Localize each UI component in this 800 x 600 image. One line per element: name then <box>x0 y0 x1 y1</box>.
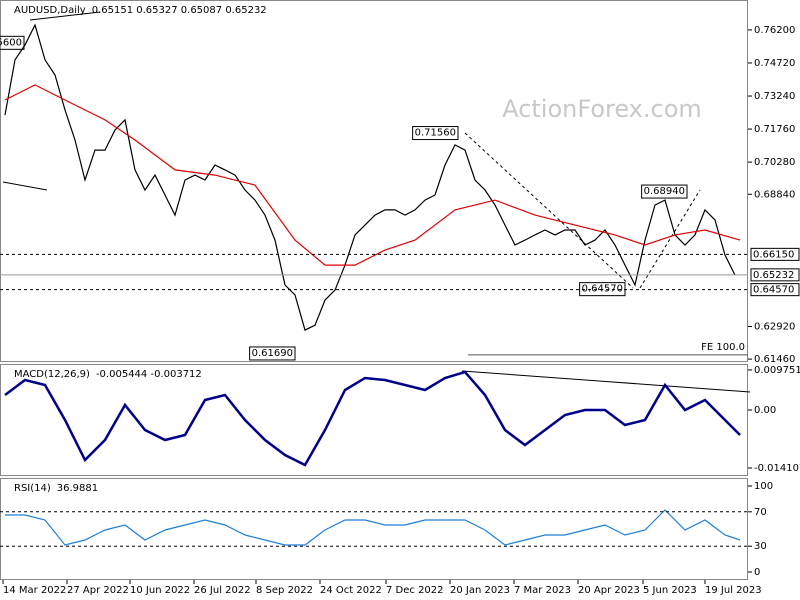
y-tick-label: 0.009751 <box>754 365 800 376</box>
series-line <box>4 84 741 266</box>
panel-values: -0.005444 -0.003712 <box>96 369 202 380</box>
y-tick-label: 0.76200 <box>754 25 795 36</box>
annotation-label: 0.75600 <box>0 37 22 48</box>
y-tick-label: 30 <box>754 541 767 552</box>
annotation-box <box>249 346 296 361</box>
panel-title: RSI(14) <box>14 483 51 494</box>
x-tick-label: 19 Jul 2023 <box>705 585 762 596</box>
y-tick-label: 100 <box>754 481 773 492</box>
x-tick-label: 8 Sep 2022 <box>256 585 313 596</box>
y-tick-label: 0.62920 <box>754 321 795 332</box>
panel-values: 0.65151 0.65327 0.65087 0.65232 <box>92 5 267 16</box>
panel-header: AUDUSD,Daily 0.65151 0.65327 0.65087 0.65… <box>14 5 267 16</box>
y-tick-label: 70 <box>754 507 767 518</box>
series-line <box>5 509 741 546</box>
panel-header: RSI(14) 36.9881 <box>14 483 98 494</box>
x-tick-label: 7 Mar 2023 <box>514 585 571 596</box>
level-label-box <box>750 247 800 261</box>
level-label-box <box>750 268 800 282</box>
x-tick-label: 20 Jan 2023 <box>450 585 510 596</box>
annotation-box <box>0 35 25 50</box>
x-tick-label: 10 Jun 2022 <box>130 585 190 596</box>
level-label: 0.65232 <box>753 270 794 281</box>
annotation-label: 0.61690 <box>252 348 293 359</box>
y-tick-label: 0.70280 <box>754 157 795 168</box>
trend-lines <box>2 11 751 393</box>
panel-header: MACD(12,26,9) -0.005444 -0.003712 <box>14 369 202 380</box>
panel-title: MACD(12,26,9) <box>14 369 90 380</box>
x-tick-label: 5 Jun 2023 <box>643 585 697 596</box>
watermark: ActionForex.com <box>502 95 702 123</box>
y-tick-label: -0.014107 <box>754 463 800 474</box>
annotation-box <box>412 126 459 141</box>
y-tick-label: 0.00 <box>754 405 776 416</box>
x-tick-label: 26 Jul 2022 <box>194 585 251 596</box>
panel-title: AUDUSD,Daily <box>14 5 86 16</box>
y-tick-label: 0.71760 <box>754 124 795 135</box>
x-tick-label: 14 Mar 2022 <box>3 585 66 596</box>
panel-values: 36.9881 <box>57 483 98 494</box>
level-label: 0.64570 <box>753 285 794 296</box>
annotation-box <box>641 184 688 199</box>
x-tick-label: 27 Apr 2022 <box>67 585 129 596</box>
level-label: 0.66150 <box>753 249 794 260</box>
x-tick-label: 7 Dec 2022 <box>386 585 444 596</box>
x-tick-label: 20 Apr 2023 <box>578 585 640 596</box>
y-tick-label: 0.73240 <box>754 91 795 102</box>
annotation-label: FE 100.0 <box>701 342 745 353</box>
series-line <box>4 370 741 467</box>
annotation-label: 0.71560 <box>415 128 456 139</box>
level-label-box <box>750 283 800 297</box>
series-line <box>4 23 736 331</box>
y-tick-label: 0.74720 <box>754 58 795 69</box>
y-tick-label: 0 <box>754 567 760 578</box>
panel-frames <box>0 0 748 580</box>
annotation-label: 0.68940 <box>644 186 685 197</box>
y-tick-label: 0.68840 <box>754 189 795 200</box>
y-tick-label: 0.61460 <box>754 354 795 365</box>
x-tick-label: 24 Oct 2022 <box>320 585 382 596</box>
